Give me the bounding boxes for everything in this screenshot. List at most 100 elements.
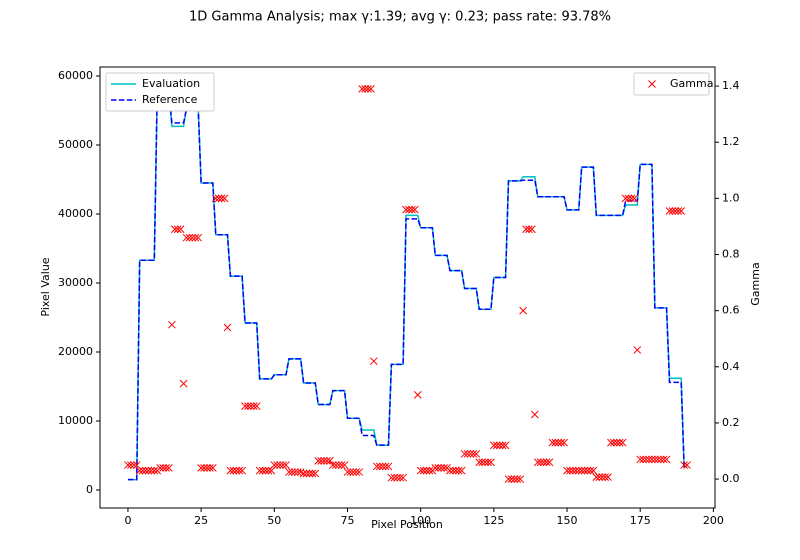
gamma-marker — [648, 455, 656, 464]
gamma-marker — [384, 462, 393, 471]
gamma-marker — [168, 320, 176, 329]
gamma-marker — [577, 466, 586, 475]
gamma-marker — [627, 194, 636, 203]
gamma-marker — [522, 225, 530, 234]
gamma-marker — [241, 402, 249, 410]
gamma-marker — [454, 466, 463, 475]
legend-label: Gamma — [670, 77, 713, 90]
gamma-marker — [624, 194, 633, 203]
gamma-marker — [165, 464, 173, 472]
gamma-marker — [612, 438, 621, 447]
gamma-marker — [261, 466, 270, 475]
x-axis-label: Pixel Position — [371, 518, 443, 531]
gamma-marker — [574, 466, 583, 475]
gamma-marker — [393, 473, 402, 482]
gamma-marker — [159, 464, 167, 472]
gamma-marker — [557, 438, 566, 447]
gamma-marker — [542, 458, 551, 467]
gamma-marker — [170, 225, 179, 234]
gamma-marker — [276, 461, 285, 469]
gamma-marker — [299, 469, 308, 478]
gamma-marker — [396, 473, 405, 482]
y2-tick-label: 1.0 — [722, 191, 740, 204]
gamma-marker — [405, 205, 413, 214]
gamma-marker — [539, 458, 548, 467]
gamma-marker — [513, 475, 522, 483]
gamma-marker — [571, 466, 580, 475]
gamma-marker — [288, 468, 296, 476]
x-tick-label: 0 — [124, 514, 131, 527]
x-tick-label: 150 — [557, 514, 578, 527]
gamma-marker — [229, 466, 238, 475]
gamma-marker — [314, 456, 323, 465]
gamma-marker — [659, 455, 668, 464]
series-line — [127, 90, 688, 481]
y-tick-label: 10000 — [58, 414, 93, 427]
gamma-marker — [358, 85, 366, 93]
gamma-marker — [147, 466, 156, 475]
gamma-marker — [589, 466, 598, 475]
gamma-marker — [510, 475, 519, 483]
gamma-marker — [416, 466, 425, 475]
gamma-marker — [434, 464, 443, 472]
y2-tick-label: 1.4 — [722, 79, 740, 92]
gamma-marker — [668, 207, 677, 215]
gamma-marker — [252, 402, 261, 410]
y2-tick-label: 1.2 — [722, 135, 740, 148]
gamma-marker — [150, 466, 159, 475]
gamma-marker — [422, 466, 431, 475]
gamma-marker — [355, 468, 364, 476]
legend-label: Evaluation — [142, 77, 200, 90]
gamma-marker — [604, 473, 612, 481]
plot-area — [124, 85, 691, 483]
gamma-marker — [516, 475, 525, 483]
gamma-marker — [449, 466, 457, 475]
gamma-marker — [337, 461, 346, 469]
gamma-marker — [372, 462, 381, 471]
gamma-marker — [504, 475, 513, 483]
gamma-marker — [645, 455, 653, 464]
y-tick-label: 30000 — [58, 276, 93, 289]
plot-frame — [99, 66, 716, 509]
legend-box — [633, 72, 710, 96]
gamma-marker — [671, 207, 680, 215]
gamma-marker — [548, 438, 557, 447]
gamma-marker — [273, 461, 282, 469]
gamma-marker — [457, 466, 466, 475]
gamma-marker — [235, 466, 244, 475]
gamma-marker — [162, 464, 170, 472]
gamma-marker — [466, 449, 475, 458]
gamma-marker — [607, 438, 615, 447]
gamma-marker — [525, 225, 533, 234]
gamma-marker — [188, 233, 197, 242]
gamma-marker — [475, 458, 484, 467]
gamma-marker — [369, 357, 378, 366]
x-tick-label: 100 — [410, 514, 431, 527]
gamma-marker — [481, 458, 489, 467]
legend-swatch — [648, 80, 656, 88]
gamma-marker — [238, 466, 246, 475]
gamma-marker — [472, 449, 481, 458]
gamma-marker — [214, 194, 223, 203]
y-axis-label: Pixel Value — [39, 257, 52, 316]
y-tick-label: 0 — [86, 483, 93, 496]
y-tick-label: 20000 — [58, 345, 93, 358]
gamma-marker — [331, 461, 340, 469]
gamma-marker — [636, 455, 645, 464]
gamma-marker — [223, 323, 232, 332]
gamma-marker — [329, 461, 337, 469]
gamma-marker — [680, 461, 688, 469]
gamma-marker — [247, 402, 255, 410]
gamma-marker — [179, 379, 188, 388]
legend-box — [105, 72, 215, 112]
gamma-marker — [182, 233, 191, 242]
gamma-marker — [293, 468, 302, 476]
gamma-marker — [226, 466, 235, 475]
gamma-marker — [463, 449, 472, 458]
y-tick-label: 50000 — [58, 138, 93, 151]
gamma-marker — [203, 464, 211, 472]
gamma-marker — [232, 466, 241, 475]
gamma-marker — [674, 207, 683, 215]
gamma-marker — [519, 306, 527, 315]
